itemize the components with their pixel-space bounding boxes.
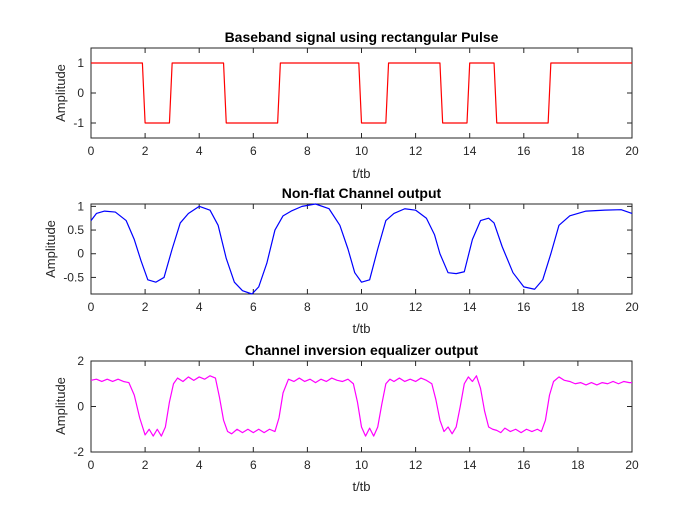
y-tick-label: 1: [77, 56, 84, 70]
x-tick-label: 18: [571, 300, 585, 314]
x-axis-label: t/tb: [352, 479, 370, 494]
x-tick-label: 10: [355, 144, 369, 158]
x-tick-label: 12: [409, 300, 423, 314]
y-tick-label: 0: [77, 400, 84, 414]
x-axis-label: t/tb: [352, 166, 370, 181]
y-tick-label: -1: [73, 116, 84, 130]
chart-title: Channel inversion equalizer output: [245, 342, 479, 358]
y-tick-label: -0.5: [63, 270, 84, 284]
x-tick-label: 20: [625, 144, 639, 158]
series-lines: [90, 203, 633, 295]
ticks: 0 2 4 6 8 10 12 14 16 18 20 1 0.5 0 -0.5: [63, 199, 639, 314]
x-tick-label: 20: [625, 300, 639, 314]
x-tick-label: 14: [463, 144, 477, 158]
x-tick-label: 2: [142, 458, 149, 472]
x-tick-label: 12: [409, 458, 423, 472]
x-tick-label: 8: [304, 300, 311, 314]
x-tick-label: 18: [571, 458, 585, 472]
axes-box: [90, 203, 633, 295]
y-tick-label: 1: [77, 199, 84, 213]
x-tick-label: 16: [517, 458, 531, 472]
x-tick-label: 0: [88, 300, 95, 314]
series-line: [90, 203, 633, 295]
series-lines: [90, 375, 632, 437]
x-tick-label: 10: [355, 300, 369, 314]
x-tick-label: 6: [250, 144, 257, 158]
axes-box: [90, 360, 633, 453]
x-tick-label: 6: [250, 458, 257, 472]
x-tick-label: 8: [304, 144, 311, 158]
chart-title: Non-flat Channel output: [282, 185, 442, 201]
x-tick-label: 16: [517, 300, 531, 314]
x-tick-label: 4: [196, 300, 203, 314]
series-line: [91, 62, 632, 124]
x-tick-label: 0: [88, 458, 95, 472]
y-tick-label: -2: [73, 445, 84, 459]
series-line: [90, 375, 632, 437]
x-tick-label: 14: [463, 300, 477, 314]
subplot-1: Baseband signal using rectangular Pulse …: [53, 29, 639, 181]
y-axis-label: Amplitude: [43, 220, 58, 278]
y-tick-label: 2: [77, 354, 84, 368]
x-tick-label: 2: [142, 144, 149, 158]
series-lines: [91, 62, 632, 124]
y-tick-label: 0.5: [67, 223, 84, 237]
x-tick-label: 0: [88, 144, 95, 158]
y-tick-label: 0: [77, 247, 84, 261]
x-tick-label: 16: [517, 144, 531, 158]
subplot-3: Channel inversion equalizer output t/tb …: [53, 342, 639, 494]
subplot-2: Non-flat Channel output t/tb Amplitude 0…: [43, 185, 639, 336]
x-tick-label: 14: [463, 458, 477, 472]
x-tick-label: 2: [142, 300, 149, 314]
y-tick-label: 0: [77, 86, 84, 100]
x-tick-label: 10: [355, 458, 369, 472]
x-tick-label: 8: [304, 458, 311, 472]
chart-title: Baseband signal using rectangular Pulse: [225, 29, 499, 45]
x-tick-label: 12: [409, 144, 423, 158]
y-axis-label: Amplitude: [53, 377, 68, 435]
axes-box: [90, 47, 633, 139]
x-tick-label: 20: [625, 458, 639, 472]
x-axis-label: t/tb: [352, 321, 370, 336]
x-tick-label: 6: [250, 300, 257, 314]
y-axis-label: Amplitude: [53, 64, 68, 122]
x-tick-label: 18: [571, 144, 585, 158]
x-tick-label: 4: [196, 458, 203, 472]
x-tick-label: 4: [196, 144, 203, 158]
